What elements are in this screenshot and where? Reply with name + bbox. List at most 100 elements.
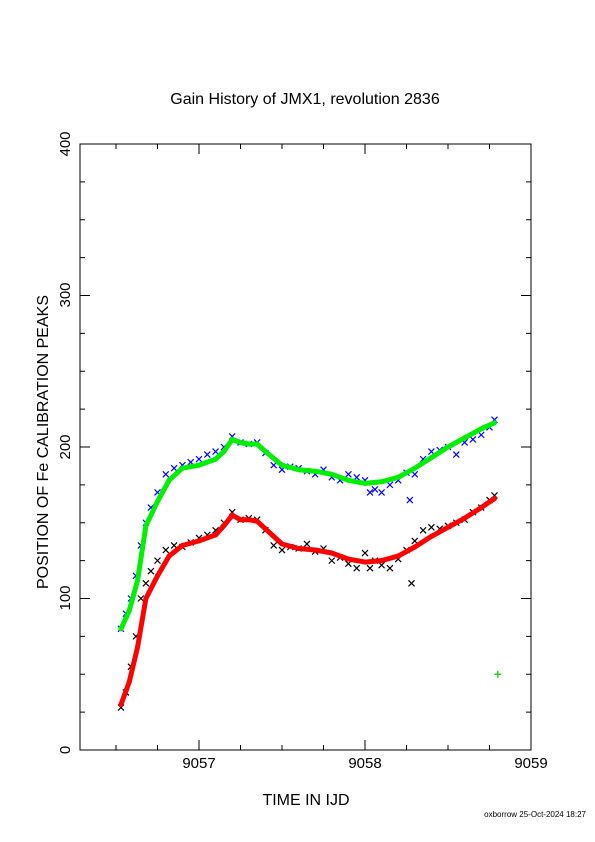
y-tick-label: 0 — [57, 746, 74, 754]
y-tick-label: 300 — [57, 282, 74, 307]
fit-point — [462, 515, 468, 521]
data-point — [162, 470, 170, 478]
fit-point — [478, 426, 484, 432]
data-point — [406, 496, 414, 504]
data-point — [195, 455, 203, 463]
y-axis-title: POSITION OF Fe CALIBRATION PEAKS — [35, 295, 52, 589]
data-point — [427, 523, 435, 531]
fit-point — [345, 556, 351, 562]
fit-point — [329, 550, 335, 556]
data-point — [137, 595, 145, 602]
data-point — [378, 489, 386, 496]
data-point — [386, 564, 394, 572]
fit-point — [312, 468, 318, 474]
data-point — [303, 540, 311, 548]
fit-point — [491, 496, 497, 502]
fit-point — [166, 553, 172, 559]
fit-point — [395, 474, 401, 480]
fit-point — [262, 449, 268, 455]
axis-ticks — [80, 143, 532, 751]
series-layer — [117, 416, 502, 712]
fit-point — [118, 626, 124, 632]
y-tick-labels: 0 100 200 300 400 — [57, 131, 74, 754]
fit-point — [296, 467, 302, 473]
x-tick-label: 9058 — [348, 755, 381, 772]
fit-point — [166, 477, 172, 483]
fit-point — [118, 702, 124, 708]
fit-point — [221, 523, 227, 529]
fit-point — [379, 479, 385, 485]
x-tick-labels: 9057 9058 9059 — [182, 755, 547, 772]
fit-point — [329, 471, 335, 477]
fit-curve — [118, 420, 497, 632]
fit-point — [179, 465, 185, 471]
fit-point — [155, 573, 160, 579]
y-tick-label: 200 — [57, 434, 74, 459]
data-point — [270, 542, 278, 549]
fit-point — [379, 558, 385, 564]
data-point — [419, 526, 427, 534]
fit-point — [254, 518, 260, 524]
data-point — [328, 557, 336, 565]
fit-point — [126, 608, 132, 614]
fit-point — [135, 577, 141, 583]
x-tick-label: 9059 — [514, 755, 547, 772]
data-point — [154, 557, 161, 565]
fit-point — [196, 538, 202, 544]
data-point — [411, 470, 419, 478]
fit-point — [126, 679, 132, 685]
fit-point — [428, 533, 434, 539]
fit-point — [462, 435, 468, 441]
fit-point — [135, 644, 141, 650]
data-point — [353, 564, 361, 572]
x-axis-title: TIME IN IJD — [262, 792, 349, 809]
x-tick-label: 9057 — [182, 755, 215, 772]
plot-frame — [79, 143, 532, 751]
fit-point — [279, 462, 285, 468]
fit-point — [428, 455, 434, 461]
data-point — [386, 481, 394, 489]
fit-point — [238, 439, 243, 445]
y-tick-label: 400 — [57, 131, 74, 156]
fit-point — [179, 542, 185, 548]
fit-point — [312, 547, 318, 553]
fit-point — [229, 436, 235, 442]
data-point — [408, 579, 415, 587]
y-tick-label: 100 — [57, 585, 74, 610]
fit-point — [254, 441, 260, 447]
data-point — [361, 549, 369, 557]
fit-point — [478, 505, 484, 511]
fit-point — [246, 441, 252, 447]
fit-point — [143, 523, 149, 529]
fit-point — [155, 499, 160, 505]
fit-point — [296, 546, 302, 552]
chart-title: Gain History of JMX1, revolution 2836 — [170, 91, 440, 108]
fit-point — [491, 420, 497, 426]
data-point — [162, 546, 170, 554]
fit-point — [412, 544, 418, 550]
fit-point — [221, 449, 227, 455]
fit-point — [445, 524, 451, 530]
fit-point — [362, 480, 368, 486]
fit-point — [395, 553, 401, 559]
data-point — [452, 451, 460, 458]
fit-point — [362, 559, 368, 565]
data-point — [212, 448, 220, 455]
data-point — [469, 436, 477, 443]
footer-credit: oxborrow 25-Oct-2024 18:27 — [484, 810, 586, 819]
fit-point — [238, 517, 243, 523]
fit-point — [246, 517, 252, 523]
data-point — [278, 546, 286, 554]
data-point — [344, 470, 352, 478]
data-point — [147, 567, 155, 575]
fit-point — [143, 596, 149, 601]
fit-point — [213, 456, 219, 462]
data-point — [477, 431, 485, 439]
fit-point — [213, 532, 219, 538]
data-point — [203, 451, 211, 458]
fit-point — [345, 477, 351, 483]
data-point — [142, 579, 150, 587]
data-point — [371, 485, 379, 493]
fit-point — [262, 526, 268, 532]
fit-point — [196, 462, 202, 468]
